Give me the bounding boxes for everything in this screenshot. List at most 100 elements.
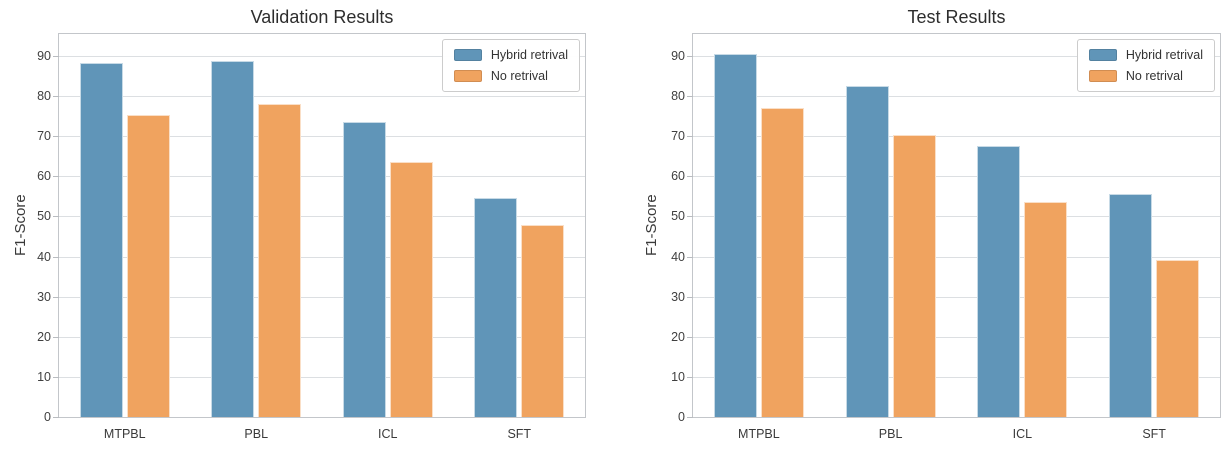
gridline	[59, 56, 585, 58]
legend-label: Hybrid retrival	[490, 48, 568, 62]
gridline	[59, 256, 585, 258]
x-tick-label: PBL	[244, 427, 269, 441]
bar-no-retrival-mtpbl	[126, 115, 170, 417]
y-tick-mark	[687, 216, 693, 218]
y-tick-mark	[53, 96, 59, 98]
x-tick-label: PBL	[878, 427, 903, 441]
bar-hybrid-retrival-pbl	[845, 85, 889, 417]
x-tick-label: SFT	[1142, 427, 1166, 441]
y-tick-label: 0	[44, 410, 51, 424]
y-tick-label: 20	[671, 329, 685, 344]
y-tick-mark	[53, 176, 59, 178]
bar-hybrid-retrival-mtpbl	[713, 54, 757, 417]
bar-hybrid-retrival-sft	[1109, 193, 1153, 417]
bar-no-retrival-sft	[521, 224, 565, 417]
gridline	[693, 336, 1220, 338]
y-tick-label: 90	[37, 49, 51, 64]
legend-swatch	[453, 70, 482, 82]
y-tick-label: 70	[37, 129, 51, 144]
y-tick-mark	[687, 256, 693, 258]
bar-hybrid-retrival-icl	[977, 146, 1021, 417]
plot-area: 0 10 20 30 40 50 60 70 80 90 MTPBL PBL ICL SFT Hybrid …	[37, 33, 586, 441]
chart-title: Validation Results	[250, 7, 394, 27]
bar-no-retrival-pbl	[892, 135, 936, 417]
y-tick-label: 10	[671, 369, 685, 384]
y-tick-label: 50	[671, 209, 685, 224]
y-tick-mark	[687, 417, 693, 418]
bar-hybrid-retrival-pbl	[211, 61, 255, 417]
y-tick-mark	[53, 136, 59, 138]
legend-swatch	[453, 49, 482, 61]
chart-title: Test Results	[907, 7, 1006, 27]
gridline	[693, 56, 1220, 58]
y-tick-label: 70	[671, 129, 685, 144]
y-tick-mark	[53, 376, 59, 378]
y-tick-mark	[687, 96, 693, 98]
gridline	[59, 336, 585, 338]
bar-hybrid-retrival-mtpbl	[79, 63, 123, 417]
bar-hybrid-retrival-icl	[342, 121, 386, 417]
gridline	[693, 96, 1220, 98]
x-tick-label: MTPBL	[738, 427, 780, 441]
legend-swatch	[1088, 70, 1117, 82]
y-tick-label: 80	[37, 89, 51, 104]
bar-no-retrival-icl	[389, 161, 433, 417]
gridline	[693, 136, 1220, 138]
y-tick-label: 20	[37, 329, 51, 344]
y-tick-label: 30	[37, 289, 51, 304]
gridline	[59, 216, 585, 218]
x-tick-label: ICL	[378, 427, 398, 441]
y-tick-mark	[53, 417, 59, 418]
y-tick-mark	[53, 256, 59, 258]
legend-label: Hybrid retrival	[1125, 48, 1203, 62]
y-tick-label: 50	[37, 209, 51, 224]
y-tick-label: 0	[678, 410, 685, 424]
legend-entry-no-retrival: No retrival	[1088, 69, 1203, 83]
gridline	[59, 136, 585, 138]
gridline	[59, 176, 585, 178]
plot-area: 0 10 20 30 40 50 60 70 80 90 MTPBL PBL ICL SFT Hybrid …	[671, 33, 1221, 441]
y-tick-mark	[687, 336, 693, 338]
gridline	[693, 176, 1220, 178]
gridline	[693, 296, 1220, 298]
y-tick-label: 80	[671, 89, 685, 104]
y-tick-mark	[53, 336, 59, 338]
y-tick-mark	[687, 376, 693, 378]
bar-no-retrival-sft	[1156, 260, 1200, 417]
y-tick-mark	[687, 176, 693, 178]
legend-entry-hybrid-retrival: Hybrid retrival	[1088, 48, 1203, 62]
gridline	[59, 96, 585, 98]
gridline	[693, 216, 1220, 218]
x-tick-label: MTPBL	[103, 427, 146, 441]
legend: Hybrid retrival No retrival	[1076, 39, 1215, 92]
y-tick-label: 40	[37, 249, 51, 264]
y-tick-mark	[53, 216, 59, 218]
bar-no-retrival-pbl	[258, 103, 302, 417]
legend-entry-hybrid-retrival: Hybrid retrival	[453, 48, 568, 62]
legend: Hybrid retrival No retrival	[441, 39, 580, 92]
gridline	[693, 376, 1220, 378]
y-tick-label: 60	[671, 169, 685, 184]
y-tick-label: 10	[37, 369, 51, 384]
y-tick-label: 30	[671, 289, 685, 304]
legend-label: No retrival	[1125, 69, 1183, 83]
legend-label: No retrival	[490, 69, 548, 83]
x-tick-label: ICL	[1012, 427, 1033, 441]
y-tick-label: 40	[671, 249, 685, 264]
y-tick-mark	[687, 296, 693, 298]
y-tick-mark	[687, 56, 693, 58]
x-tick-label: SFT	[507, 427, 532, 441]
legend-swatch	[1088, 49, 1117, 61]
y-tick-mark	[687, 136, 693, 138]
y-tick-label: 90	[671, 49, 685, 64]
gridline	[693, 256, 1220, 258]
gridline	[59, 296, 585, 298]
validation-results-chart: Validation Results F1-Score 0 10 20 30 40 50 6…	[0, 0, 615, 453]
gridline	[59, 376, 585, 378]
y-tick-label: 60	[37, 169, 51, 184]
y-tick-mark	[53, 296, 59, 298]
legend-entry-no-retrival: No retrival	[453, 69, 568, 83]
bar-hybrid-retrival-sft	[474, 198, 518, 417]
bar-no-retrival-icl	[1024, 202, 1068, 417]
